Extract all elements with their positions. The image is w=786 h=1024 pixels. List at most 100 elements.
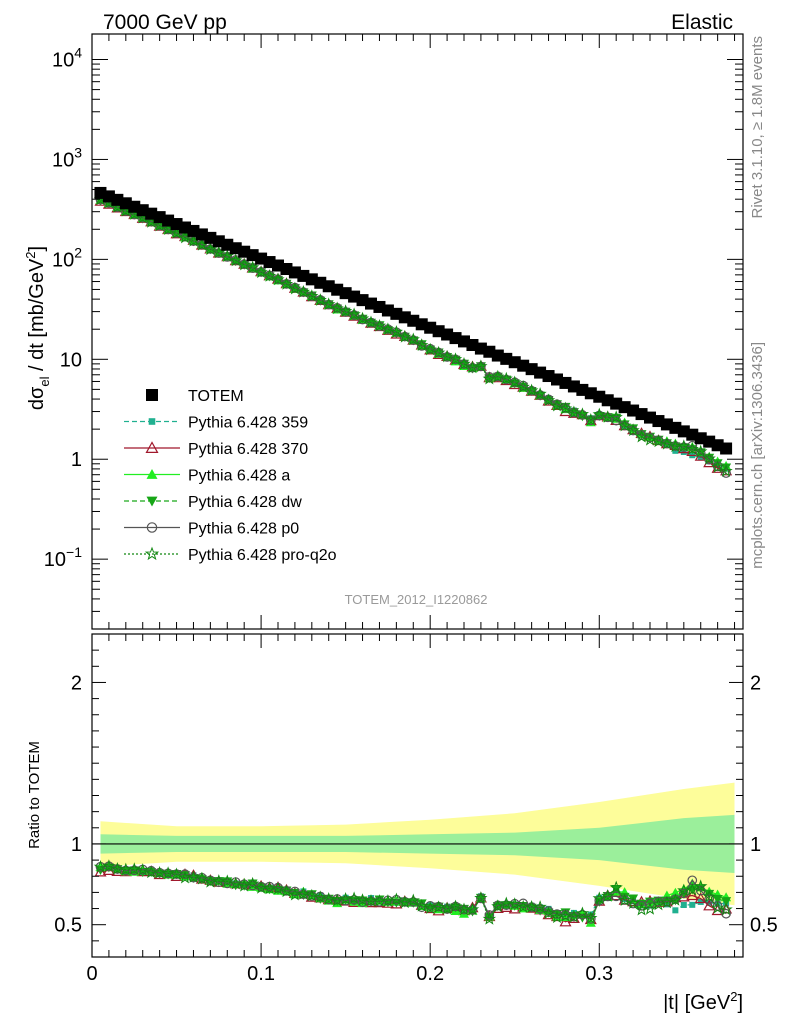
series-main-point — [550, 398, 564, 412]
series-ratio-point — [592, 891, 606, 905]
series-ratio-point — [406, 893, 420, 907]
series-ratio-point — [366, 897, 376, 907]
series-ratio-point — [678, 888, 689, 899]
series-main-point — [626, 423, 640, 437]
series-main-point — [408, 335, 419, 345]
series-main-point — [533, 387, 547, 400]
series-main-point — [237, 257, 251, 271]
series-ratio-point — [721, 908, 731, 919]
legend-entry-1: Pythia 6.428 359 — [124, 415, 308, 432]
y-tick-label-main: 104 — [52, 45, 82, 72]
x-axis-label: |t| [GeV2] — [663, 989, 743, 1014]
series-main-point — [262, 269, 277, 282]
series-main-point — [491, 369, 505, 383]
series-ratio-point — [465, 902, 480, 916]
series-ratio-point — [558, 909, 573, 922]
series-ratio-point — [689, 901, 696, 908]
y-tick-label-ratio-left: 2 — [71, 672, 82, 694]
series-main-point — [254, 265, 268, 279]
series-ratio-point — [694, 879, 708, 893]
series-main-point — [398, 329, 412, 343]
series-ratio-point — [432, 900, 446, 913]
series-main-point — [702, 451, 716, 465]
series-main-point — [220, 249, 234, 262]
series-main-point — [440, 349, 454, 363]
series-ratio-point — [609, 880, 623, 894]
series-main-point — [389, 325, 404, 338]
series-main-point — [558, 401, 573, 415]
series-main-point — [415, 338, 429, 352]
x-tick-label: 0.1 — [247, 963, 275, 985]
series-main-point — [541, 393, 556, 407]
data-point — [246, 249, 259, 262]
series-ratio-point — [533, 900, 547, 913]
legend: TOTEM Pythia 6.428 359 Pythia 6.428 370 Pyt… — [124, 388, 337, 564]
series-main-point — [651, 434, 666, 448]
series-ratio-point — [136, 863, 150, 876]
series-main-point — [349, 310, 359, 320]
series-main-point — [499, 371, 513, 385]
series-ratio-point — [398, 895, 412, 909]
series-ratio-line — [100, 865, 727, 921]
series-main-point — [611, 413, 622, 423]
legend-marker — [148, 418, 156, 425]
series-main-point — [575, 407, 590, 420]
series-main-point — [339, 304, 353, 317]
series-ratio-point — [670, 887, 681, 897]
series-ratio-point — [415, 899, 429, 912]
series-main-point — [374, 321, 385, 332]
series-ratio-point — [442, 904, 452, 914]
series-main-point — [694, 444, 708, 458]
series-ratio-point — [685, 882, 699, 896]
y-tick-label-main: 103 — [52, 144, 82, 171]
series-ratio-point — [491, 899, 505, 913]
series-ratio-point — [721, 897, 732, 907]
header-left: 7000 GeV pp — [103, 11, 227, 34]
series-ratio-point — [110, 862, 125, 875]
series-main-point — [516, 380, 530, 393]
series-ratio-point — [474, 891, 488, 904]
series-ratio-point — [296, 887, 311, 900]
series-main-point — [288, 281, 302, 295]
series-main-point — [660, 436, 674, 450]
series-ratio-point — [271, 881, 285, 895]
series-main-point — [634, 429, 649, 443]
series-main-point — [271, 272, 285, 286]
series-main-point — [416, 341, 427, 351]
x-tick-label: 0.3 — [585, 963, 613, 985]
series-ratio-point — [448, 899, 463, 913]
series-main-point — [247, 263, 258, 273]
legend-marker — [146, 389, 158, 401]
series-ratio-point — [541, 906, 556, 920]
series-main-point — [720, 464, 733, 476]
y-axis-label-ratio: Ratio to TOTEM — [26, 741, 43, 849]
series-main-point — [406, 332, 420, 346]
series-main-point — [712, 459, 723, 469]
series-main-point — [695, 448, 706, 458]
series-main-point — [474, 359, 488, 373]
legend-label: Pythia 6.428 pro-q2o — [188, 547, 337, 564]
series-main-point — [222, 252, 233, 262]
series-ratio-point — [704, 894, 715, 904]
analysis-watermark: TOTEM_2012_I1220862 — [345, 592, 488, 607]
data-point — [119, 197, 132, 210]
legend-label: Pythia 6.428 370 — [188, 441, 308, 458]
series-main-point — [609, 410, 623, 423]
series-ratio-point — [672, 907, 679, 914]
main-panel-series — [93, 192, 733, 478]
legend-label: Pythia 6.428 359 — [188, 415, 308, 432]
series-main-point — [448, 352, 463, 366]
series-main-4 — [95, 194, 731, 478]
legend-label: Pythia 6.428 p0 — [188, 521, 299, 538]
series-main-point — [431, 345, 446, 359]
series-ratio-point — [305, 888, 319, 902]
x-tick-label: 0 — [86, 963, 97, 985]
series-ratio-point — [575, 906, 590, 920]
legend-label: Pythia 6.428 dw — [188, 494, 302, 511]
series-ratio-point — [161, 866, 175, 880]
legend-entry-6: Pythia 6.428 pro-q2o — [124, 546, 337, 564]
series-main-point — [457, 356, 471, 370]
legend-label: TOTEM — [188, 388, 244, 405]
series-main-point — [721, 463, 732, 473]
